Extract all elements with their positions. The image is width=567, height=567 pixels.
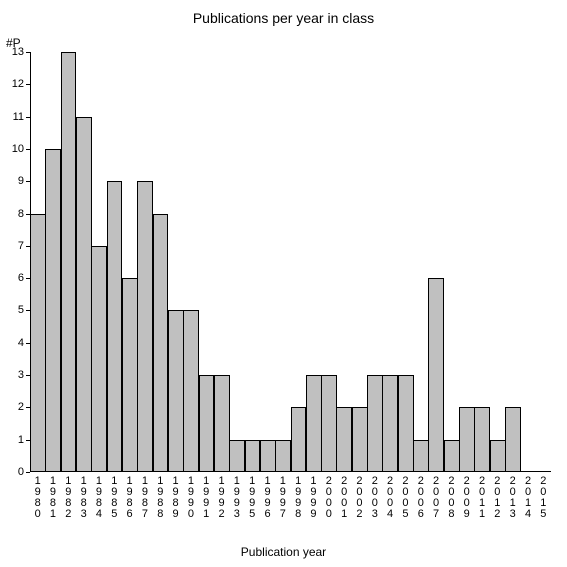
bar	[61, 52, 77, 472]
bar	[214, 375, 230, 472]
bar	[413, 440, 429, 472]
x-tick-label: 1 9 9 5	[246, 476, 258, 520]
bar	[122, 278, 138, 472]
plot-area: 0123456789101112131 9 8 01 9 8 11 9 8 21…	[30, 52, 551, 472]
bar	[398, 375, 414, 472]
x-tick-label: 1 9 9 0	[185, 476, 197, 520]
x-tick-label: 2 0 0 8	[445, 476, 457, 520]
y-tick	[26, 181, 30, 182]
x-tick-label: 1 9 9 2	[216, 476, 228, 520]
x-axis-label: Publication year	[0, 545, 567, 559]
x-tick-label: 1 9 9 1	[200, 476, 212, 520]
x-tick-label: 2 0 1 3	[507, 476, 519, 520]
y-tick-label: 11	[4, 111, 24, 123]
bar	[275, 440, 291, 472]
bar	[137, 181, 153, 472]
chart-title: Publications per year in class	[0, 10, 567, 26]
y-tick-label: 5	[4, 304, 24, 316]
bar	[107, 181, 123, 472]
x-tick-label: 2 0 1 1	[476, 476, 488, 520]
bar	[490, 440, 506, 472]
y-tick-label: 7	[4, 240, 24, 252]
x-tick-label: 1 9 8 6	[124, 476, 136, 520]
x-tick-label: 1 9 8 4	[93, 476, 105, 520]
y-tick-label: 6	[4, 272, 24, 284]
x-tick-label: 1 9 8 5	[108, 476, 120, 520]
x-tick-label: 2 0 1 2	[491, 476, 503, 520]
chart-container: Publications per year in class #P 012345…	[0, 0, 567, 567]
bar	[229, 440, 245, 472]
x-tick-label: 2 0 0 3	[369, 476, 381, 520]
bar	[306, 375, 322, 472]
y-tick-label: 12	[4, 78, 24, 90]
x-tick-label: 1 9 9 3	[231, 476, 243, 520]
x-tick-label: 1 9 9 8	[292, 476, 304, 520]
bar	[321, 375, 337, 472]
y-tick-label: 4	[4, 337, 24, 349]
bar	[382, 375, 398, 472]
y-tick-label: 13	[4, 46, 24, 58]
bar	[474, 407, 490, 472]
bar	[153, 214, 169, 472]
bar	[199, 375, 215, 472]
y-tick-label: 1	[4, 434, 24, 446]
x-tick-label: 1 9 9 6	[262, 476, 274, 520]
x-tick-label: 1 9 9 9	[307, 476, 319, 520]
x-tick-label: 2 0 1 4	[522, 476, 534, 520]
x-tick-label: 1 9 8 9	[170, 476, 182, 520]
bar	[260, 440, 276, 472]
x-tick-label: 2 0 1 5	[537, 476, 549, 520]
bar	[183, 310, 199, 472]
y-tick	[26, 52, 30, 53]
bar	[168, 310, 184, 472]
bar	[245, 440, 261, 472]
x-tick-label: 2 0 0 9	[461, 476, 473, 520]
y-tick	[26, 149, 30, 150]
x-tick-label: 1 9 9 7	[277, 476, 289, 520]
bar	[505, 407, 521, 472]
bar	[30, 214, 46, 472]
x-tick-label: 2 0 0 4	[384, 476, 396, 520]
x-tick-label: 1 9 8 1	[47, 476, 59, 520]
bar	[367, 375, 383, 472]
y-tick	[26, 472, 30, 473]
bar	[45, 149, 61, 472]
bar	[91, 246, 107, 472]
bar	[76, 117, 92, 472]
bar	[291, 407, 307, 472]
y-tick-label: 10	[4, 143, 24, 155]
x-tick-label: 2 0 0 6	[415, 476, 427, 520]
y-tick	[26, 117, 30, 118]
x-tick-label: 1 9 8 2	[62, 476, 74, 520]
y-tick-label: 0	[4, 466, 24, 478]
x-tick-label: 1 9 8 0	[32, 476, 44, 520]
x-tick-label: 2 0 0 2	[353, 476, 365, 520]
bar	[352, 407, 368, 472]
y-tick-label: 8	[4, 208, 24, 220]
x-tick-label: 2 0 0 5	[399, 476, 411, 520]
x-tick-label: 1 9 8 7	[139, 476, 151, 520]
x-tick-label: 1 9 8 3	[78, 476, 90, 520]
x-tick-label: 2 0 0 0	[323, 476, 335, 520]
bar	[444, 440, 460, 472]
y-tick-label: 2	[4, 401, 24, 413]
x-tick-label: 2 0 0 1	[338, 476, 350, 520]
y-tick-label: 9	[4, 175, 24, 187]
y-tick	[26, 84, 30, 85]
x-tick-label: 1 9 8 8	[154, 476, 166, 520]
x-tick-label: 2 0 0 7	[430, 476, 442, 520]
bar	[428, 278, 444, 472]
y-tick-label: 3	[4, 369, 24, 381]
bar	[459, 407, 475, 472]
bar	[336, 407, 352, 472]
